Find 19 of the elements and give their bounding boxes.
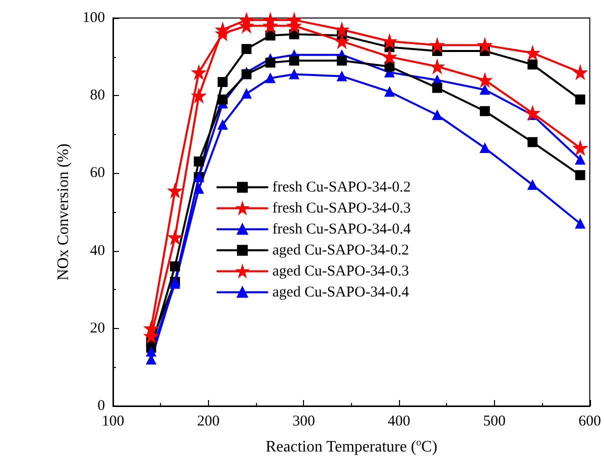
legend-label: fresh Cu-SAPO-34-0.3 (272, 200, 411, 216)
y-tick-label: 60 (90, 165, 105, 182)
legend-label: aged Cu-SAPO-34-0.4 (272, 284, 410, 300)
x-tick-label: 600 (578, 414, 601, 430)
x-tick-label: 500 (483, 414, 506, 430)
x-tick-label: 400 (388, 414, 410, 430)
x-tick-label: 100 (102, 414, 124, 430)
y-tick-label: 100 (82, 10, 105, 26)
legend-label: fresh Cu-SAPO-34-0.4 (272, 221, 412, 238)
y-tick-label: 0 (98, 398, 105, 414)
legend-label: fresh Cu-SAPO-34-0.2 (272, 179, 411, 196)
y-tick-label: 80 (90, 88, 105, 104)
legend-label: aged Cu-SAPO-34-0.2 (272, 242, 410, 258)
x-tick-label: 300 (292, 414, 315, 430)
x-tick-label: 200 (197, 414, 220, 430)
y-tick-label: 40 (90, 242, 105, 259)
y-tick-label: 20 (90, 320, 105, 336)
y-axis-title: NOx Conversion (%) (55, 144, 72, 280)
legend-label: aged Cu-SAPO-34-0.3 (272, 263, 410, 280)
